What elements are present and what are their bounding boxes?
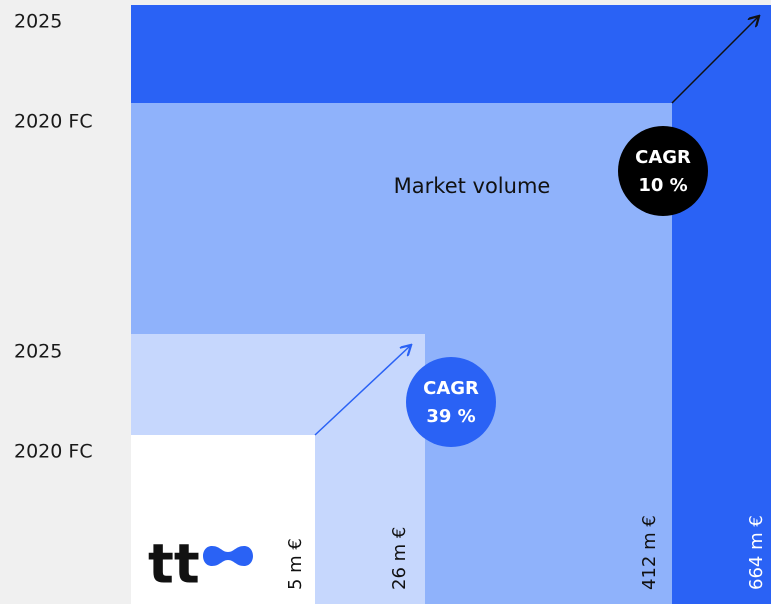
volume-label: 5 m € — [285, 538, 306, 590]
logo-text: tt — [148, 533, 200, 596]
volume-label: 664 m € — [746, 515, 767, 590]
title: Market volume — [394, 174, 551, 198]
cagr-value: 39 % — [426, 406, 475, 427]
year-label: 2020 FC — [14, 441, 93, 463]
arrow — [314, 346, 410, 436]
logo-mark — [203, 546, 253, 566]
arrow — [671, 17, 758, 104]
cagr-badge — [406, 357, 496, 447]
cagr-label: CAGR — [635, 147, 691, 168]
year-label: 2020 FC — [14, 111, 93, 133]
square-2020-company — [131, 435, 315, 604]
year-label: 2025 — [14, 11, 62, 33]
cagr-badge — [618, 126, 708, 216]
volume-label: 412 m € — [639, 515, 660, 590]
volume-label: 26 m € — [389, 527, 410, 590]
year-label: 2025 — [14, 341, 62, 363]
cagr-value: 10 % — [638, 175, 687, 196]
cagr-label: CAGR — [423, 378, 479, 399]
